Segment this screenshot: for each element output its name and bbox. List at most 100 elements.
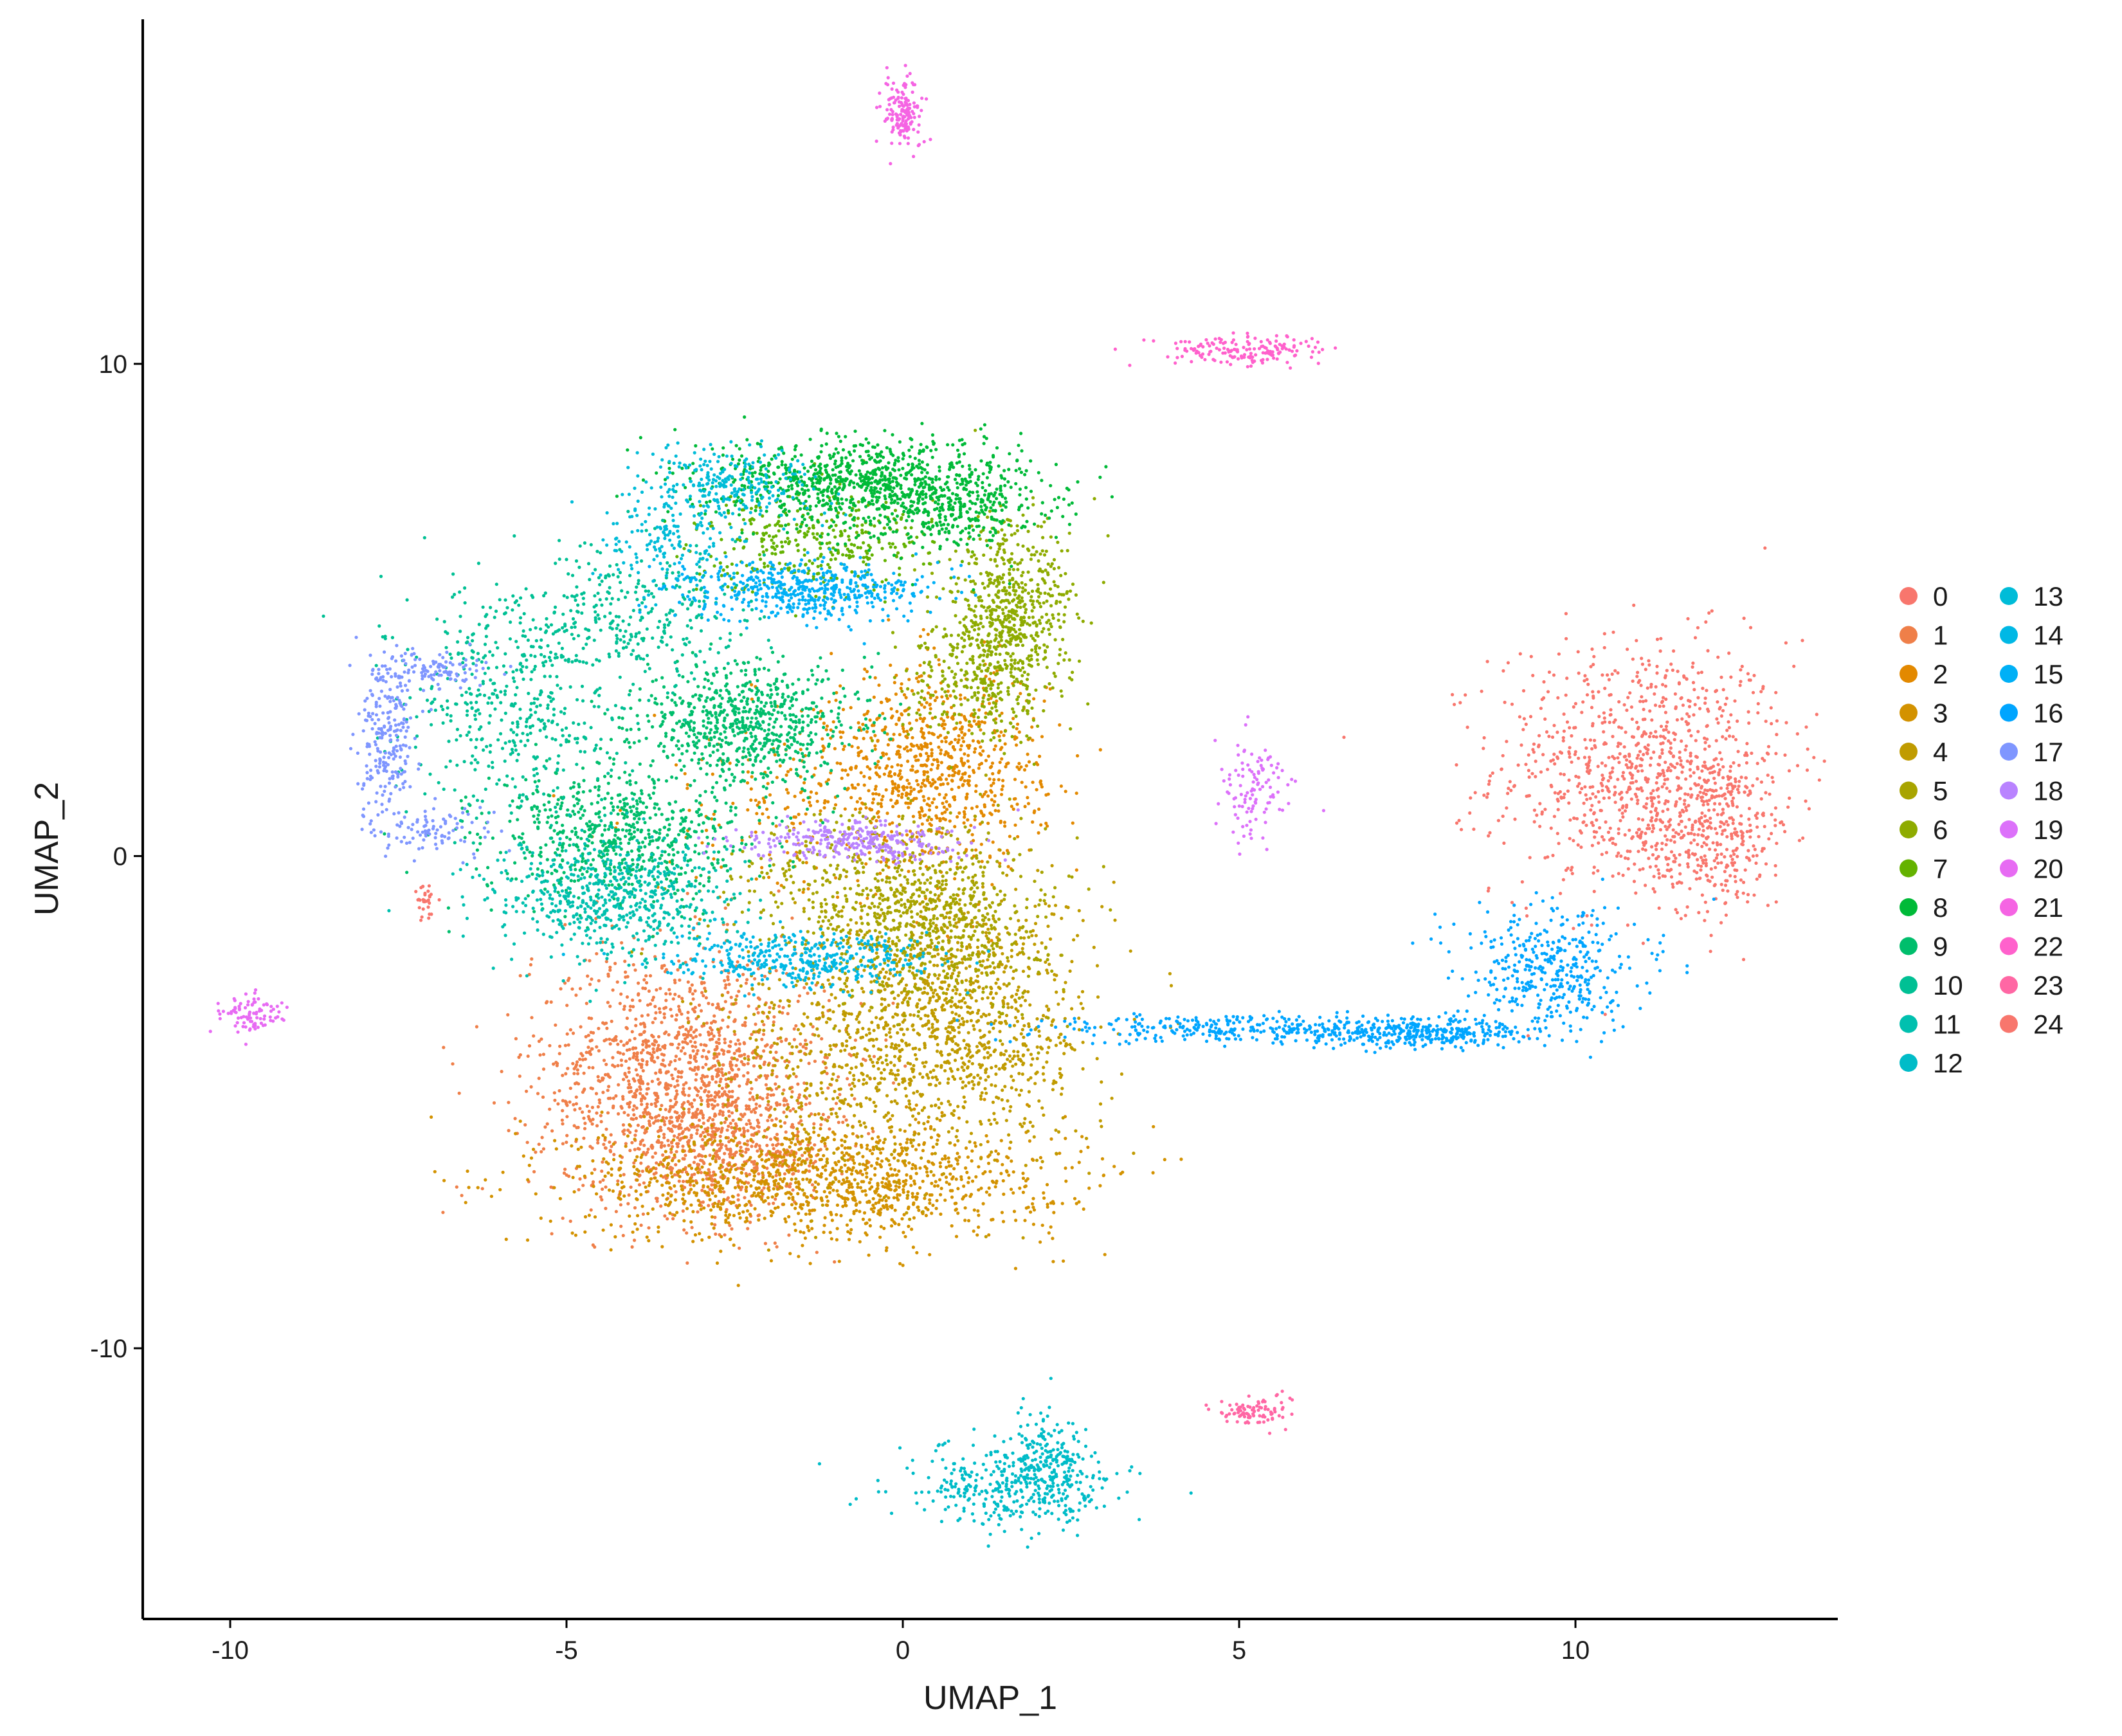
- point: [633, 1137, 637, 1141]
- point: [1661, 683, 1665, 687]
- point: [872, 1054, 876, 1058]
- point: [1675, 775, 1679, 779]
- point: [1001, 1162, 1004, 1166]
- point: [794, 1074, 798, 1078]
- point: [1736, 719, 1739, 723]
- point: [817, 1148, 821, 1152]
- point: [904, 801, 908, 805]
- point: [1660, 842, 1664, 845]
- point: [702, 1161, 705, 1164]
- point: [1687, 721, 1691, 725]
- point: [1516, 763, 1520, 767]
- point: [783, 1103, 786, 1107]
- point: [979, 745, 983, 749]
- point: [821, 755, 824, 759]
- point: [768, 1006, 772, 1009]
- point: [964, 1146, 968, 1150]
- point: [1672, 860, 1676, 863]
- point: [808, 804, 813, 808]
- point: [953, 825, 957, 829]
- point: [734, 1151, 738, 1155]
- point: [778, 1151, 782, 1155]
- point: [718, 1112, 721, 1116]
- point: [664, 1108, 667, 1112]
- point: [855, 800, 859, 804]
- point: [799, 1042, 803, 1046]
- point: [611, 1189, 615, 1193]
- point: [563, 1168, 567, 1171]
- point: [1741, 831, 1745, 835]
- point: [1683, 825, 1687, 829]
- point: [627, 1193, 631, 1197]
- point: [893, 1168, 897, 1171]
- point: [1457, 818, 1461, 822]
- point: [816, 1153, 820, 1157]
- point: [1731, 796, 1736, 800]
- point: [561, 1122, 565, 1126]
- point: [1580, 710, 1584, 714]
- point: [686, 1033, 690, 1036]
- point: [1716, 655, 1720, 659]
- point: [655, 1179, 659, 1183]
- point: [1032, 811, 1036, 815]
- point: [925, 759, 929, 763]
- point: [590, 977, 594, 981]
- point: [1590, 705, 1594, 709]
- point: [775, 1170, 779, 1174]
- point: [1584, 824, 1588, 827]
- point: [950, 788, 954, 791]
- point: [685, 1042, 689, 1045]
- point: [1636, 671, 1640, 674]
- point: [616, 1042, 620, 1046]
- point: [721, 1177, 725, 1180]
- point: [720, 1048, 724, 1052]
- point: [858, 797, 862, 800]
- point: [743, 1142, 747, 1146]
- point: [923, 716, 927, 720]
- point: [848, 1053, 851, 1056]
- point: [693, 1098, 696, 1102]
- point: [730, 1068, 734, 1072]
- point: [649, 1056, 653, 1060]
- point: [922, 814, 926, 818]
- point: [658, 986, 662, 990]
- point: [640, 1170, 644, 1173]
- point: [895, 799, 899, 803]
- point: [1665, 827, 1669, 831]
- point: [1039, 1166, 1043, 1170]
- point: [1038, 1155, 1042, 1160]
- point: [1757, 835, 1761, 838]
- point: [678, 1138, 682, 1142]
- point: [1567, 801, 1571, 805]
- point: [686, 1099, 690, 1103]
- point: [775, 1245, 779, 1249]
- point: [1684, 719, 1688, 724]
- point: [706, 1132, 710, 1137]
- point: [601, 1076, 605, 1080]
- point: [801, 891, 805, 894]
- point: [646, 1211, 650, 1216]
- point: [567, 1043, 570, 1047]
- point: [644, 1185, 648, 1189]
- point: [882, 772, 886, 776]
- point: [645, 1105, 649, 1109]
- point: [1646, 686, 1649, 690]
- point: [918, 1166, 922, 1170]
- point: [577, 1164, 582, 1168]
- point: [1618, 808, 1622, 812]
- point: [676, 968, 680, 972]
- point: [721, 1073, 725, 1078]
- point: [983, 1098, 986, 1101]
- point: [664, 968, 668, 972]
- point: [797, 1187, 802, 1191]
- point: [957, 1155, 961, 1159]
- point: [674, 763, 678, 767]
- point: [1629, 764, 1633, 769]
- point: [565, 1141, 568, 1144]
- point: [752, 1174, 756, 1178]
- point: [1656, 854, 1660, 858]
- point: [673, 1184, 676, 1188]
- point: [1721, 709, 1725, 712]
- point: [549, 1000, 553, 1004]
